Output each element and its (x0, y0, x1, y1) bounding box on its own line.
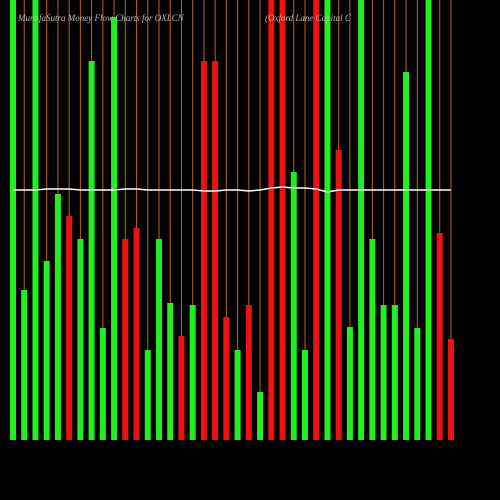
bar (380, 305, 387, 440)
bar (88, 61, 95, 440)
bar (268, 0, 275, 440)
bar (447, 339, 454, 440)
bar (200, 61, 207, 440)
bar (111, 17, 118, 440)
bar (167, 303, 174, 440)
bar (391, 305, 398, 440)
bar (301, 350, 308, 440)
bar (99, 328, 106, 440)
bar (178, 336, 185, 440)
bars (10, 0, 454, 440)
bar (358, 0, 365, 440)
bar (66, 216, 73, 440)
bar (425, 0, 432, 440)
bar (403, 72, 410, 440)
bar (290, 172, 297, 440)
bar (234, 350, 241, 440)
bar (313, 0, 320, 440)
bar (54, 194, 61, 440)
bar (436, 233, 443, 440)
bar (77, 239, 84, 440)
bar (245, 305, 252, 440)
lines (13, 186, 451, 193)
bar (223, 317, 230, 440)
bar (21, 290, 28, 440)
bar (335, 150, 342, 440)
bar (212, 61, 219, 440)
chart-title: MunafaSutra Money Flow Charts for OXLCN (17, 13, 185, 23)
bar (133, 228, 140, 440)
bar (43, 261, 50, 440)
bar (324, 0, 331, 440)
bar (144, 350, 151, 440)
bar (122, 239, 129, 440)
bar (257, 392, 264, 440)
bar (155, 239, 162, 440)
bar (189, 305, 196, 440)
money-flow-line (13, 186, 451, 193)
bar (346, 327, 353, 440)
bar (10, 0, 16, 440)
bar (414, 328, 421, 440)
bar (369, 239, 376, 440)
bar (279, 0, 286, 440)
chart-subtitle: (Oxford Lane Capital C (265, 13, 352, 23)
bar (32, 0, 39, 440)
